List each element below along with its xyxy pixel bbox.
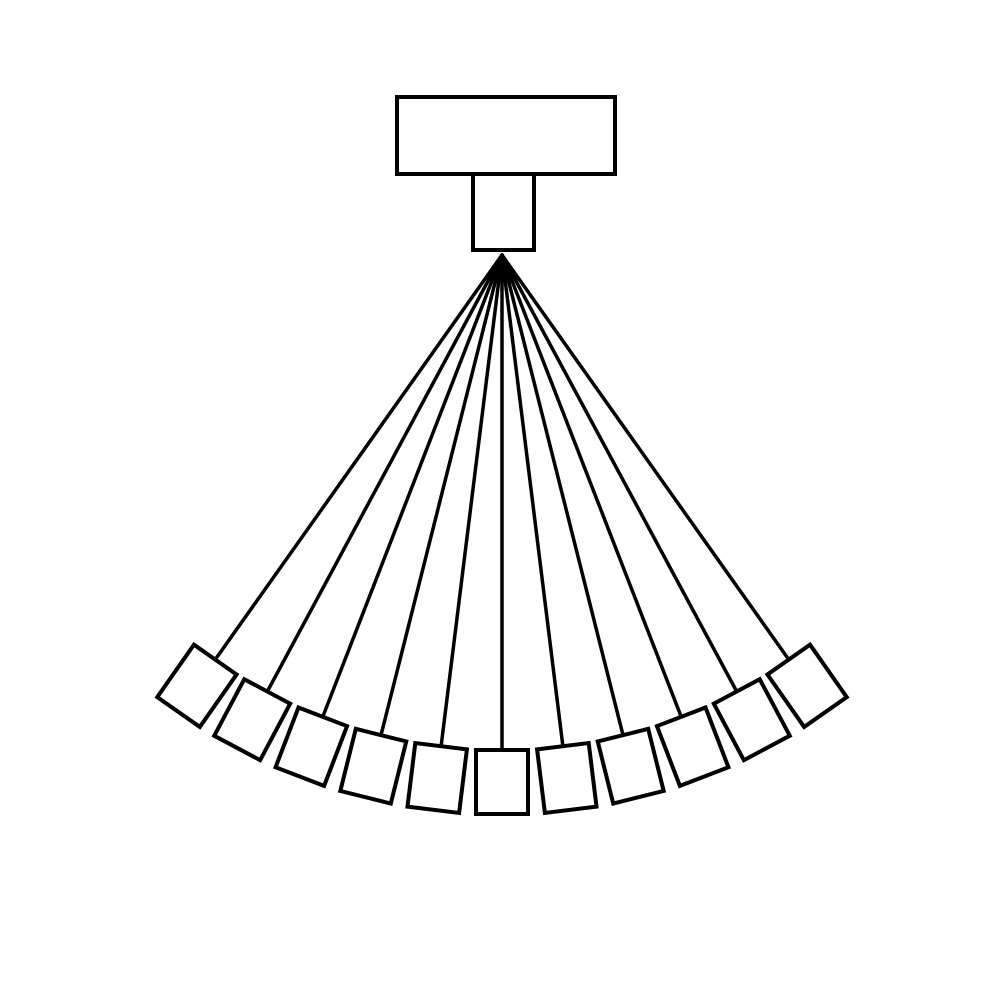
connector-group: [213, 253, 791, 752]
terminal-box-10: [711, 676, 793, 763]
connector-line-5: [439, 253, 504, 749]
terminal-box-11: [764, 641, 850, 730]
connector-line-11: [500, 253, 791, 662]
terminal-box-9: [654, 704, 732, 789]
terminal-group: [154, 641, 850, 816]
connector-line-2: [265, 253, 504, 694]
hub-header-box: [395, 95, 617, 176]
terminal-box-2: [211, 676, 293, 763]
connector-line-4: [379, 253, 504, 737]
connector-line-9: [500, 253, 683, 719]
terminal-box-5: [405, 740, 470, 816]
connector-line-7: [500, 253, 565, 749]
connector-line-8: [500, 253, 625, 737]
terminal-box-7: [534, 740, 599, 816]
connector-line-10: [500, 253, 739, 694]
connector-line-1: [213, 253, 504, 662]
terminal-box-8: [595, 726, 667, 806]
hub-neck-box: [471, 172, 536, 252]
terminal-box-6: [474, 748, 530, 816]
connector-line-3: [321, 253, 504, 719]
terminal-box-1: [154, 641, 240, 730]
terminal-box-4: [337, 726, 409, 806]
terminal-box-3: [272, 704, 350, 789]
